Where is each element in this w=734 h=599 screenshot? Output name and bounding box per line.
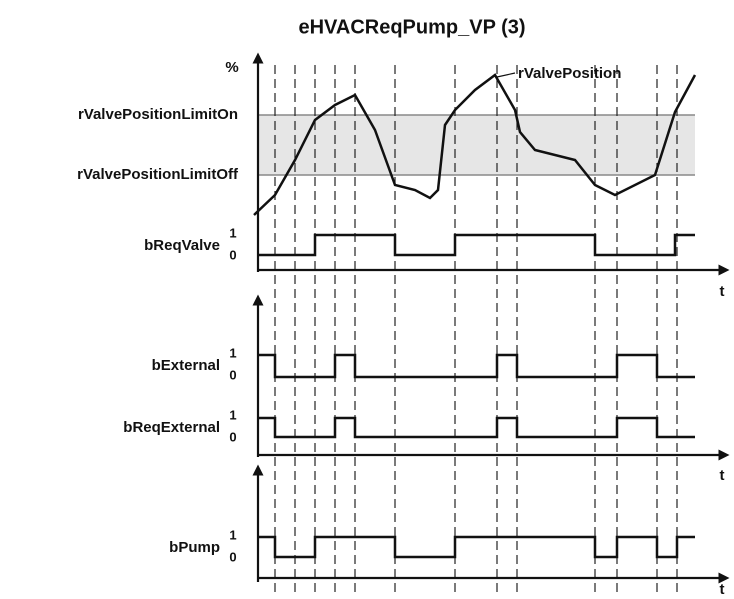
bpump-wave [258,535,695,559]
bexternal-wave [258,353,695,379]
time-axis-label: t [720,283,725,300]
limit-on-label: rValvePositionLimitOn [78,106,238,123]
signal-label: bPump [169,539,220,556]
time-markers [274,65,678,595]
signal-label: bExternal [152,357,220,374]
low-level: 0 [229,367,236,382]
low-level: 0 [229,429,236,444]
low-level: 0 [229,247,236,262]
unit-label: % [225,59,238,76]
callout-line [496,72,516,78]
title: eHVACReqPump_VP (3) [298,16,525,38]
curve-label: rValvePosition [518,65,621,82]
signal-label: bReqExternal [123,419,220,436]
breqvalve-wave [258,233,695,257]
high-level: 1 [229,225,236,240]
breqexternal-wave [258,416,695,439]
low-level: 0 [229,549,236,564]
limit-off-label: rValvePositionLimitOff [77,166,239,183]
valve-position-curve [253,73,697,216]
signal-label: bReqValve [144,237,220,254]
high-level: 1 [229,345,236,360]
time-axis-label: t [720,581,725,598]
high-level: 1 [229,527,236,542]
time-axis-label: t [720,467,725,484]
high-level: 1 [229,407,236,422]
limit-band [258,115,695,175]
